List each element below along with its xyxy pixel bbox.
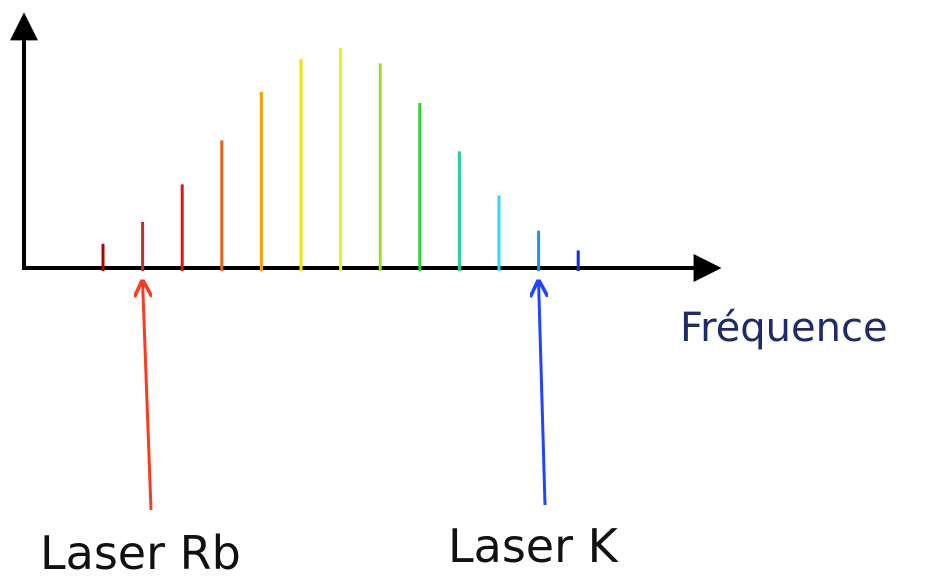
laser-rb-arrow	[143, 283, 153, 511]
laser-arrows	[143, 283, 545, 511]
laser-k-arrow	[539, 283, 545, 506]
laser-k-label: Laser K	[448, 519, 618, 573]
x-axis-label: Fréquence	[680, 305, 888, 351]
spectrum-lines	[101, 48, 580, 271]
laser-rb-label: Laser Rb	[40, 526, 241, 580]
